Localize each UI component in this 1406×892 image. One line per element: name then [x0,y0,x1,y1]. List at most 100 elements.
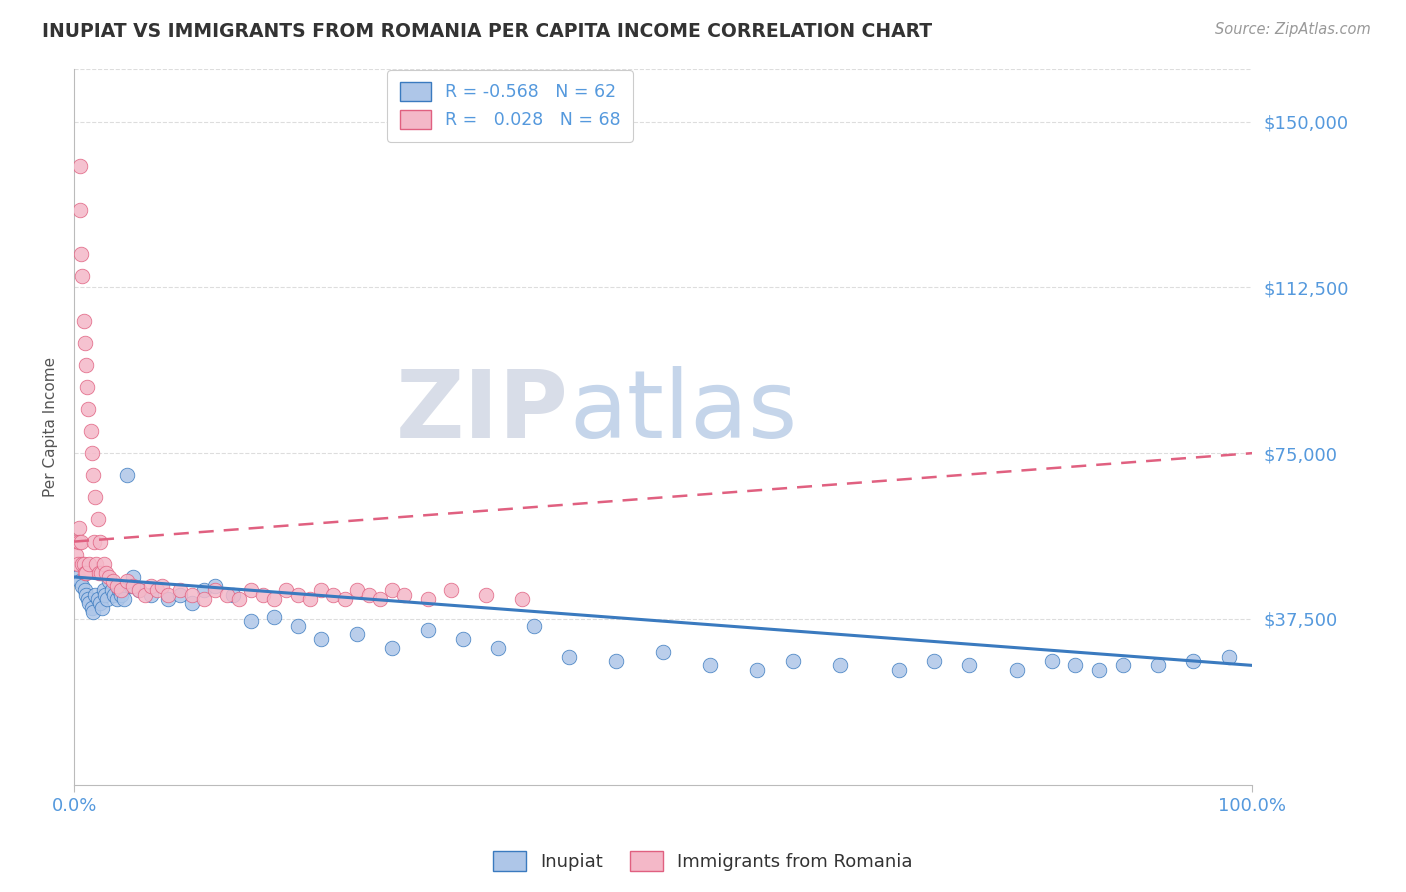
Point [134,588,156,602]
Text: atlas: atlas [569,367,797,458]
Point [72,557,94,571]
Point [72,579,94,593]
Point [652,645,675,659]
Point [451,632,474,646]
Point [605,654,627,668]
Point [263,609,285,624]
Point [112,592,135,607]
Point [84,588,107,602]
Point [169,583,191,598]
Point [69,574,91,589]
Point [73,335,96,350]
Point [70,247,93,261]
Point [98,570,121,584]
Point [1147,658,1170,673]
Legend: Inupiat, Immigrants from Romania: Inupiat, Immigrants from Romania [486,844,920,879]
Point [440,583,463,598]
Point [346,583,368,598]
Point [93,588,115,602]
Point [98,574,121,589]
Point [475,588,498,602]
Point [239,614,262,628]
Point [747,663,769,677]
Point [128,583,150,598]
Point [73,566,96,580]
Point [217,588,239,602]
Point [276,583,298,598]
Point [75,358,97,372]
Point [486,640,509,655]
Point [82,605,104,619]
Point [77,401,100,416]
Legend: R = -0.568   N = 62, R =   0.028   N = 68: R = -0.568 N = 62, R = 0.028 N = 68 [388,70,633,142]
Point [416,623,439,637]
Point [782,654,804,668]
Point [69,159,91,173]
Point [145,583,167,598]
Point [69,202,91,217]
Point [311,632,333,646]
Point [105,592,128,607]
Point [180,588,202,602]
Point [239,583,262,598]
Point [263,592,285,607]
Point [70,534,93,549]
Point [67,534,90,549]
Point [76,380,98,394]
Point [120,579,142,593]
Point [80,446,103,460]
Point [128,583,150,598]
Point [122,579,145,593]
Point [1040,654,1063,668]
Point [67,521,90,535]
Point [416,592,439,607]
Point [392,588,415,602]
Point [1218,649,1240,664]
Point [699,658,721,673]
Point [346,627,368,641]
Point [558,649,581,664]
Point [922,654,945,668]
Point [522,618,544,632]
Point [87,566,110,580]
Point [89,534,111,549]
Point [152,579,174,593]
Point [204,583,226,598]
Point [228,592,250,607]
Point [193,592,215,607]
Point [65,548,87,562]
Point [86,592,108,607]
Point [93,583,115,598]
Point [83,534,105,549]
Point [101,583,124,598]
Text: ZIP: ZIP [396,367,569,458]
Y-axis label: Per Capita Income: Per Capita Income [44,357,58,497]
Point [959,658,981,673]
Point [115,468,138,483]
Point [204,579,226,593]
Point [287,618,309,632]
Point [105,579,128,593]
Point [333,592,356,607]
Point [222,588,245,602]
Point [1111,658,1133,673]
Point [79,424,101,438]
Point [90,566,112,580]
Point [80,601,103,615]
Point [110,583,132,598]
Point [1064,658,1087,673]
Point [311,583,333,598]
Point [75,588,97,602]
Point [93,557,115,571]
Point [828,658,851,673]
Point [1005,663,1028,677]
Point [79,597,101,611]
Point [1088,663,1111,677]
Point [72,313,94,327]
Point [381,583,404,598]
Point [115,574,138,589]
Point [84,491,107,505]
Point [72,269,94,284]
Point [86,512,108,526]
Point [122,570,145,584]
